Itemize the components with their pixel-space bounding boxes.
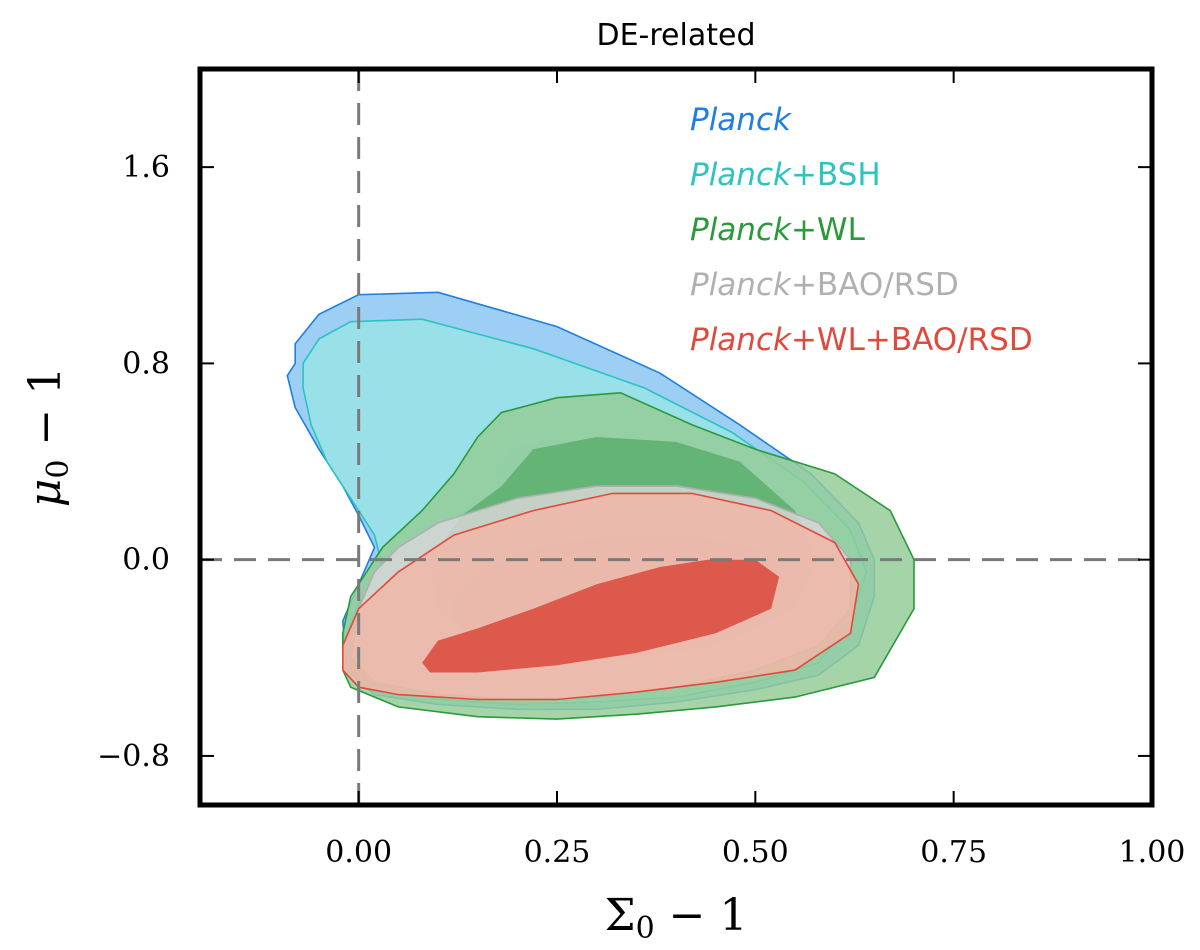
y-tick-label: 1.6 bbox=[122, 150, 170, 185]
y-axis-label: μ0 − 1 bbox=[20, 367, 76, 508]
y-axis-label-rest: − 1 bbox=[20, 367, 71, 460]
legend-entry-planck-bsh: Planck+BSH bbox=[690, 157, 881, 193]
x-tick-label: 0.25 bbox=[524, 835, 591, 870]
x-axis-label-rest: − 1 bbox=[655, 890, 748, 941]
x-tick-label: 0.00 bbox=[325, 835, 392, 870]
legend-entry-suffix: +WL bbox=[791, 212, 866, 248]
legend-entry-italic: Planck bbox=[690, 322, 792, 358]
x-tick-label: 0.75 bbox=[920, 835, 987, 870]
x-tick-label: 1.00 bbox=[1119, 835, 1186, 870]
y-axis-label-base: μ bbox=[20, 479, 71, 508]
legend-entry-planck: Planck bbox=[690, 102, 792, 138]
y-tick-label: −0.8 bbox=[97, 739, 170, 774]
legend-entry-suffix: +BAO/RSD bbox=[791, 267, 959, 303]
reference-lines bbox=[200, 69, 1152, 805]
legend-entry-planck-bao-rsd: Planck+BAO/RSD bbox=[690, 267, 959, 303]
x-tick-label: 0.50 bbox=[722, 835, 789, 870]
y-tick-label: 0.0 bbox=[122, 543, 170, 578]
y-tick-label: 0.8 bbox=[122, 346, 170, 381]
legend-entry-suffix: +BSH bbox=[791, 157, 881, 193]
contour-68-planck-wl-bao-rsd bbox=[422, 559, 780, 673]
legend-entry-italic: Planck bbox=[690, 157, 792, 193]
legend-entry-planck-wl: Planck+WL bbox=[690, 212, 866, 248]
legend-entry-suffix: +WL+BAO/RSD bbox=[791, 322, 1033, 358]
x-axis-label-sub: 0 bbox=[636, 911, 655, 946]
legend-entry-italic: Planck bbox=[690, 102, 792, 138]
plot-frame bbox=[197, 66, 1155, 808]
y-axis-label-sub: 0 bbox=[41, 460, 76, 479]
legend: PlanckPlanck+BSHPlanck+WLPlanck+BAO/RSDP… bbox=[690, 102, 1033, 358]
chart-title: DE-related bbox=[597, 18, 756, 53]
legend-entry-planck-wl-bao-rsd: Planck+WL+BAO/RSD bbox=[690, 322, 1033, 358]
legend-entry-italic: Planck bbox=[690, 212, 792, 248]
contours-layer bbox=[286, 291, 915, 720]
x-axis-label-base: Σ bbox=[604, 890, 635, 941]
ticks-layer: 0.00 0.25 0.50 0.75 1.00 −0.8 0.0 0.8 1.6 bbox=[97, 69, 1185, 870]
x-axis-label: Σ0 − 1 bbox=[604, 890, 747, 946]
legend-entry-italic: Planck bbox=[690, 267, 792, 303]
